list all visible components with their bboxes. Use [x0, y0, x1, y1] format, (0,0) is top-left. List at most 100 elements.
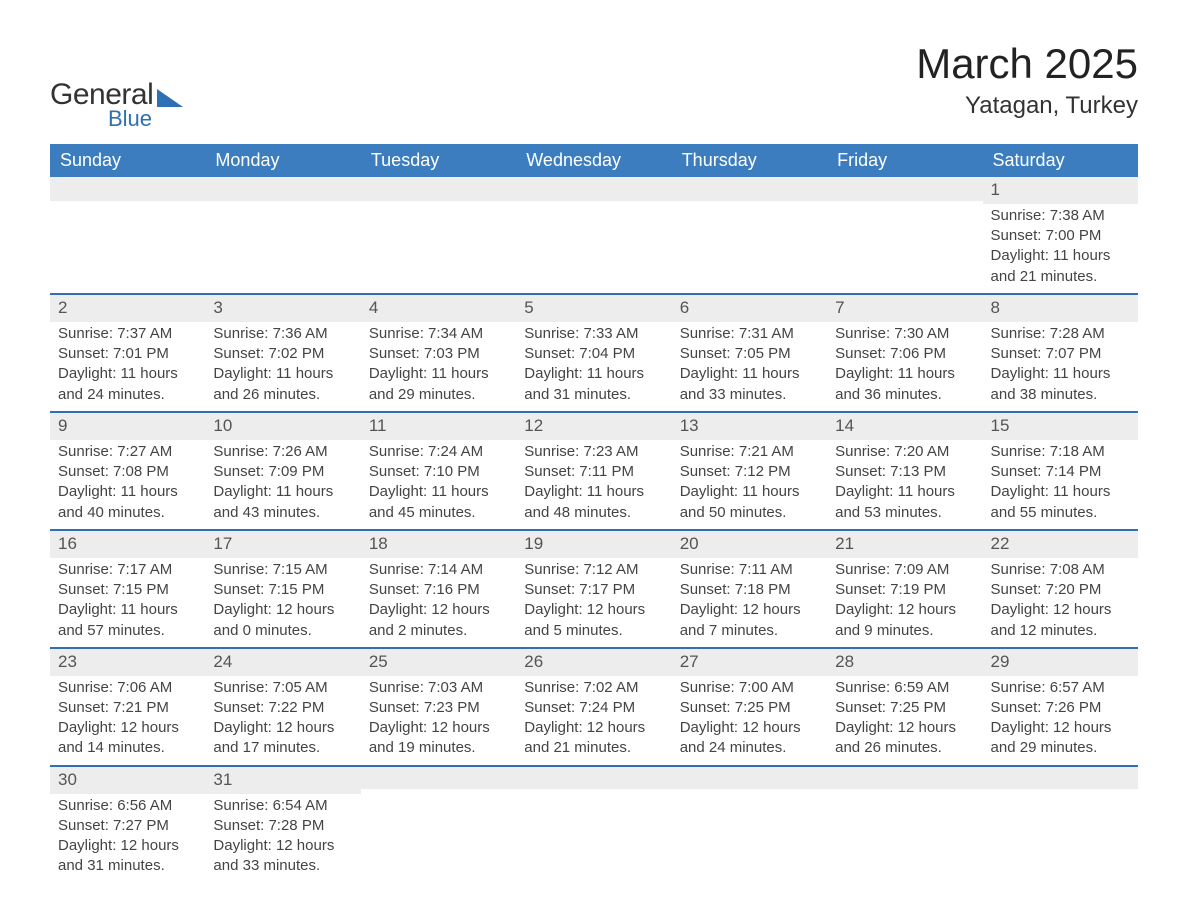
day-cell: [361, 177, 516, 293]
d2-text: and 24 minutes.: [58, 385, 197, 405]
d1-text: Daylight: 11 hours: [524, 482, 663, 502]
sunset-text: Sunset: 7:23 PM: [369, 698, 508, 718]
d1-text: Daylight: 11 hours: [680, 482, 819, 502]
location-label: Yatagan, Turkey: [916, 92, 1138, 120]
d1-text: Daylight: 11 hours: [991, 364, 1130, 384]
day-number: 7: [827, 293, 982, 322]
sunrise-text: Sunrise: 7:03 AM: [369, 678, 508, 698]
d1-text: Daylight: 12 hours: [680, 600, 819, 620]
d2-text: and 21 minutes.: [524, 738, 663, 758]
day-number: 19: [516, 529, 671, 558]
day-cell: 21Sunrise: 7:09 AMSunset: 7:19 PMDayligh…: [827, 529, 982, 647]
d1-text: Daylight: 11 hours: [213, 482, 352, 502]
day-header: Sunday: [50, 144, 205, 177]
day-header: Monday: [205, 144, 360, 177]
day-cell: 11Sunrise: 7:24 AMSunset: 7:10 PMDayligh…: [361, 411, 516, 529]
d1-text: Daylight: 12 hours: [213, 600, 352, 620]
day-number: 10: [205, 411, 360, 440]
day-number: 22: [983, 529, 1138, 558]
day-number: 13: [672, 411, 827, 440]
sunset-text: Sunset: 7:03 PM: [369, 344, 508, 364]
day-cell: 18Sunrise: 7:14 AMSunset: 7:16 PMDayligh…: [361, 529, 516, 647]
empty-day-bar: [361, 177, 516, 201]
sunset-text: Sunset: 7:02 PM: [213, 344, 352, 364]
day-cell: 8Sunrise: 7:28 AMSunset: 7:07 PMDaylight…: [983, 293, 1138, 411]
day-number: 29: [983, 647, 1138, 676]
sunset-text: Sunset: 7:14 PM: [991, 462, 1130, 482]
sunrise-text: Sunrise: 7:15 AM: [213, 560, 352, 580]
day-cell: 9Sunrise: 7:27 AMSunset: 7:08 PMDaylight…: [50, 411, 205, 529]
day-number: 5: [516, 293, 671, 322]
sunrise-text: Sunrise: 6:59 AM: [835, 678, 974, 698]
d2-text: and 17 minutes.: [213, 738, 352, 758]
sunrise-text: Sunrise: 7:23 AM: [524, 442, 663, 462]
day-cell: [361, 765, 516, 883]
day-cell: [205, 177, 360, 293]
sunrise-text: Sunrise: 7:37 AM: [58, 324, 197, 344]
sunset-text: Sunset: 7:22 PM: [213, 698, 352, 718]
day-cell: 25Sunrise: 7:03 AMSunset: 7:23 PMDayligh…: [361, 647, 516, 765]
d2-text: and 53 minutes.: [835, 503, 974, 523]
d2-text: and 0 minutes.: [213, 621, 352, 641]
sunset-text: Sunset: 7:09 PM: [213, 462, 352, 482]
sunset-text: Sunset: 7:10 PM: [369, 462, 508, 482]
sunset-text: Sunset: 7:12 PM: [680, 462, 819, 482]
d1-text: Daylight: 11 hours: [835, 364, 974, 384]
day-cell: 5Sunrise: 7:33 AMSunset: 7:04 PMDaylight…: [516, 293, 671, 411]
day-cell: 29Sunrise: 6:57 AMSunset: 7:26 PMDayligh…: [983, 647, 1138, 765]
day-cell: 15Sunrise: 7:18 AMSunset: 7:14 PMDayligh…: [983, 411, 1138, 529]
sunrise-text: Sunrise: 7:08 AM: [991, 560, 1130, 580]
week-row: 16Sunrise: 7:17 AMSunset: 7:15 PMDayligh…: [50, 529, 1138, 647]
day-cell: [983, 765, 1138, 883]
d2-text: and 33 minutes.: [680, 385, 819, 405]
d2-text: and 36 minutes.: [835, 385, 974, 405]
sunset-text: Sunset: 7:06 PM: [835, 344, 974, 364]
day-number: 15: [983, 411, 1138, 440]
sunrise-text: Sunrise: 7:27 AM: [58, 442, 197, 462]
d1-text: Daylight: 12 hours: [835, 600, 974, 620]
d2-text: and 31 minutes.: [58, 856, 197, 876]
sunrise-text: Sunrise: 7:14 AM: [369, 560, 508, 580]
d2-text: and 33 minutes.: [213, 856, 352, 876]
sunset-text: Sunset: 7:01 PM: [58, 344, 197, 364]
day-number: 16: [50, 529, 205, 558]
day-cell: 7Sunrise: 7:30 AMSunset: 7:06 PMDaylight…: [827, 293, 982, 411]
sunrise-text: Sunrise: 7:26 AM: [213, 442, 352, 462]
sunrise-text: Sunrise: 7:31 AM: [680, 324, 819, 344]
day-cell: [672, 177, 827, 293]
day-header: Wednesday: [516, 144, 671, 177]
d2-text: and 31 minutes.: [524, 385, 663, 405]
day-header: Saturday: [983, 144, 1138, 177]
sunrise-text: Sunrise: 7:06 AM: [58, 678, 197, 698]
day-cell: 27Sunrise: 7:00 AMSunset: 7:25 PMDayligh…: [672, 647, 827, 765]
empty-day-bar: [205, 177, 360, 201]
sunrise-text: Sunrise: 7:36 AM: [213, 324, 352, 344]
d1-text: Daylight: 12 hours: [58, 718, 197, 738]
day-number: 4: [361, 293, 516, 322]
sunset-text: Sunset: 7:08 PM: [58, 462, 197, 482]
day-cell: 10Sunrise: 7:26 AMSunset: 7:09 PMDayligh…: [205, 411, 360, 529]
sunrise-text: Sunrise: 7:12 AM: [524, 560, 663, 580]
day-number: 14: [827, 411, 982, 440]
sunrise-text: Sunrise: 7:05 AM: [213, 678, 352, 698]
d1-text: Daylight: 12 hours: [369, 600, 508, 620]
empty-day-bar: [516, 765, 671, 789]
sunrise-text: Sunrise: 7:34 AM: [369, 324, 508, 344]
day-cell: 23Sunrise: 7:06 AMSunset: 7:21 PMDayligh…: [50, 647, 205, 765]
day-cell: 20Sunrise: 7:11 AMSunset: 7:18 PMDayligh…: [672, 529, 827, 647]
day-number: 27: [672, 647, 827, 676]
sunrise-text: Sunrise: 7:02 AM: [524, 678, 663, 698]
sunset-text: Sunset: 7:04 PM: [524, 344, 663, 364]
day-cell: 28Sunrise: 6:59 AMSunset: 7:25 PMDayligh…: [827, 647, 982, 765]
day-cell: 14Sunrise: 7:20 AMSunset: 7:13 PMDayligh…: [827, 411, 982, 529]
day-number: 25: [361, 647, 516, 676]
sunrise-text: Sunrise: 7:00 AM: [680, 678, 819, 698]
day-header: Friday: [827, 144, 982, 177]
d1-text: Daylight: 12 hours: [991, 718, 1130, 738]
sunset-text: Sunset: 7:19 PM: [835, 580, 974, 600]
sunset-text: Sunset: 7:18 PM: [680, 580, 819, 600]
day-cell: 24Sunrise: 7:05 AMSunset: 7:22 PMDayligh…: [205, 647, 360, 765]
month-title: March 2025: [916, 40, 1138, 88]
week-row: 2Sunrise: 7:37 AMSunset: 7:01 PMDaylight…: [50, 293, 1138, 411]
empty-day-bar: [516, 177, 671, 201]
